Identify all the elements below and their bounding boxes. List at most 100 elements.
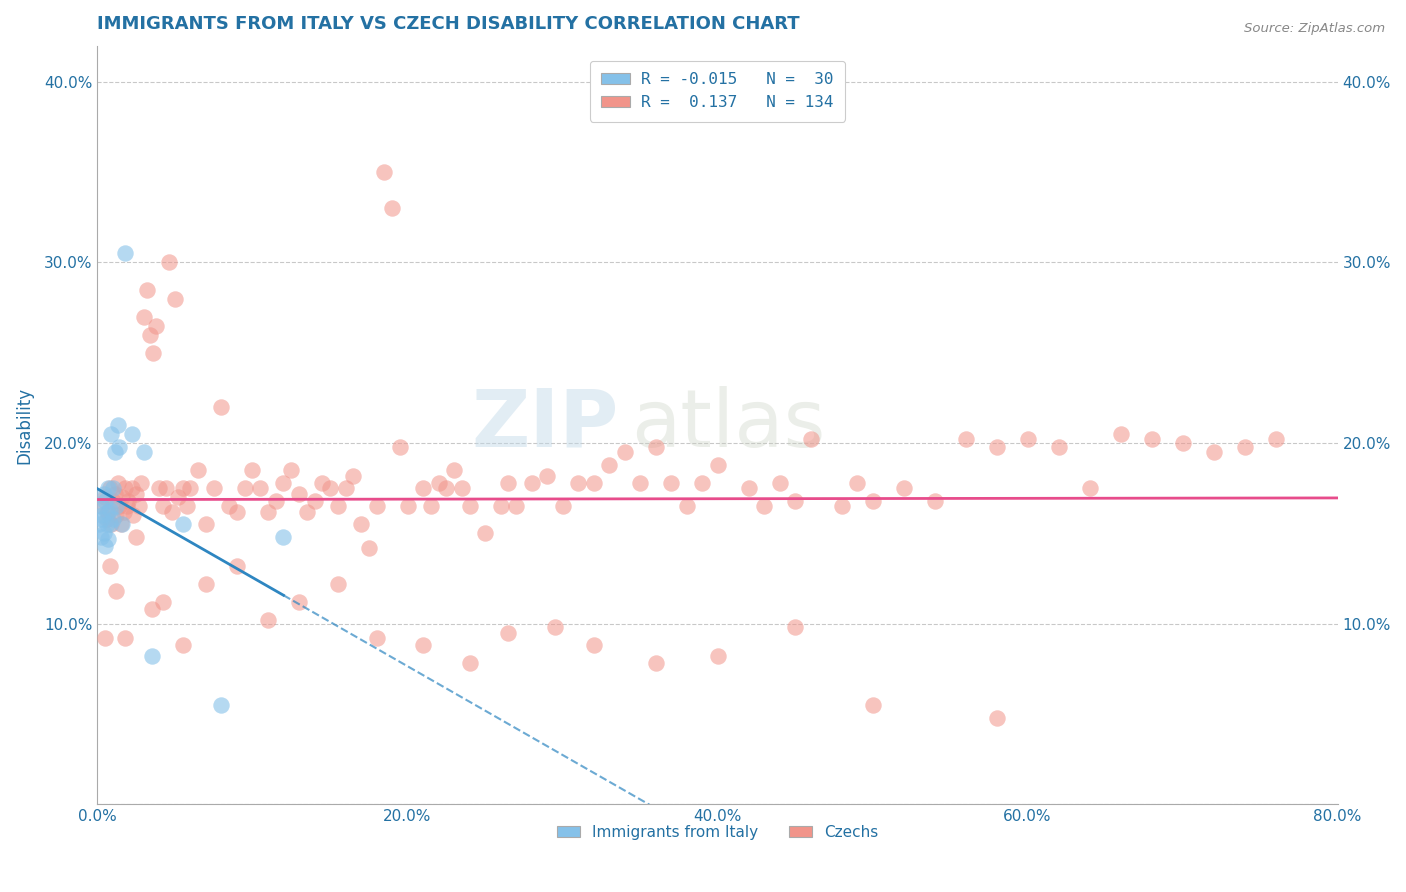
Point (280, 463, 302, 477)
Point (98, 503, 121, 517)
Point (273, 475, 295, 490)
Legend: Immigrants from Italy, Czechs: Immigrants from Italy, Czechs (551, 819, 884, 846)
Text: IMMIGRANTS FROM ITALY VS CZECH DISABILITY CORRELATION CHART: IMMIGRANTS FROM ITALY VS CZECH DISABILIT… (97, 15, 800, 33)
Text: atlas: atlas (631, 386, 825, 464)
Point (129, 475, 152, 490)
Point (90, 530, 112, 544)
Point (613, 445, 636, 459)
Point (108, 500, 131, 514)
Point (91, 500, 114, 514)
Point (98, 517, 121, 532)
Point (172, 481, 194, 495)
Y-axis label: Disability: Disability (15, 386, 32, 464)
Point (520, 475, 543, 490)
Point (1140, 433, 1163, 447)
Point (582, 638, 605, 652)
Point (105, 508, 128, 523)
Point (114, 246, 136, 260)
Point (94, 631, 117, 645)
Point (115, 500, 138, 514)
Point (112, 505, 135, 519)
Point (226, 505, 249, 519)
Point (211, 698, 233, 712)
Point (111, 490, 134, 504)
Point (152, 595, 174, 609)
Point (582, 475, 605, 490)
Point (100, 427, 122, 442)
Point (288, 486, 311, 500)
Point (101, 481, 124, 495)
Point (288, 595, 311, 609)
Point (90, 500, 112, 514)
Point (706, 458, 728, 472)
Point (1171, 436, 1194, 450)
Point (427, 475, 450, 490)
Point (107, 417, 129, 432)
Point (142, 345, 165, 359)
Point (264, 493, 287, 508)
Point (98, 558, 121, 573)
Point (121, 481, 143, 495)
Point (862, 698, 884, 712)
Point (388, 440, 411, 454)
Point (141, 602, 163, 616)
Point (357, 541, 380, 555)
Point (326, 500, 349, 514)
Point (108, 440, 131, 454)
Point (831, 500, 853, 514)
Point (157, 255, 180, 269)
Point (783, 493, 806, 508)
Point (628, 475, 651, 490)
Point (986, 440, 1008, 454)
Point (955, 433, 977, 447)
Point (179, 481, 201, 495)
Point (187, 463, 209, 477)
Point (474, 526, 496, 541)
Point (122, 508, 145, 523)
Point (114, 481, 136, 495)
Point (551, 500, 574, 514)
Point (1264, 433, 1286, 447)
Point (110, 517, 132, 532)
Point (103, 445, 125, 459)
Point (172, 517, 194, 532)
Point (434, 481, 457, 495)
Point (172, 638, 194, 652)
Point (101, 512, 124, 526)
Point (249, 481, 271, 495)
Point (139, 327, 162, 342)
Point (93, 486, 115, 500)
Point (536, 468, 558, 483)
Point (706, 649, 728, 664)
Point (273, 530, 295, 544)
Point (233, 481, 256, 495)
Point (176, 500, 198, 514)
Point (145, 318, 167, 333)
Point (783, 620, 806, 634)
Point (128, 500, 150, 514)
Point (342, 468, 364, 483)
Point (1109, 427, 1132, 442)
Point (800, 433, 823, 447)
Point (155, 481, 177, 495)
Point (117, 493, 139, 508)
Point (93, 526, 115, 541)
Point (304, 493, 326, 508)
Point (132, 310, 155, 324)
Point (768, 475, 790, 490)
Point (1233, 440, 1256, 454)
Point (100, 517, 122, 532)
Point (98, 481, 121, 495)
Point (598, 458, 620, 472)
Point (242, 463, 264, 477)
Point (659, 475, 682, 490)
Point (257, 613, 280, 627)
Point (498, 475, 520, 490)
Point (1078, 481, 1101, 495)
Point (443, 463, 465, 477)
Point (121, 427, 143, 442)
Point (311, 475, 333, 490)
Point (1202, 445, 1225, 459)
Point (458, 500, 481, 514)
Point (644, 657, 666, 671)
